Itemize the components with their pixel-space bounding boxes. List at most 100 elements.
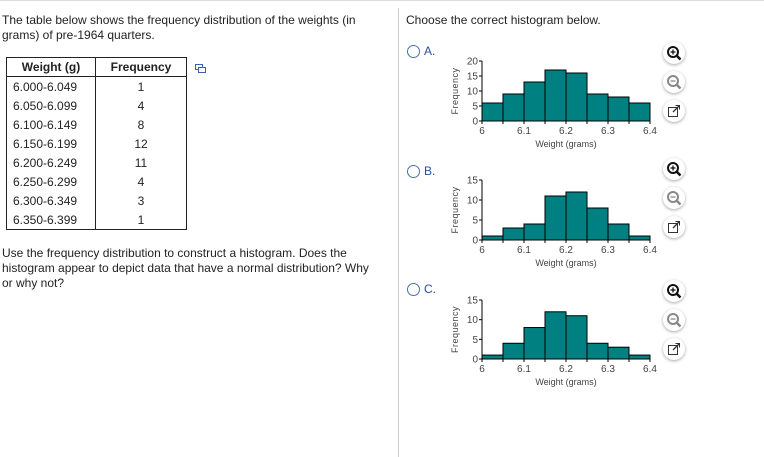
x-tick-label: 6.1 [517,245,531,256]
histogram-bar [628,354,651,360]
frequency-cell: 4 [137,174,145,189]
zoom-out-icon [667,75,682,90]
histogram-bar [481,102,504,122]
x-tick-label: 6 [479,364,485,375]
histogram-bar [607,96,630,122]
zoom-in-button[interactable] [663,42,685,64]
y-tick-label: 5 [472,102,478,113]
y-tick-label: 15 [467,72,479,83]
table-row: 6.200-6.249 11 [6,153,187,172]
x-tick-label: 6.3 [601,126,615,137]
weight-cell: 6.050-6.099 [6,96,96,115]
zoom-in-icon [667,46,682,61]
radio-button[interactable] [407,283,420,296]
histogram-bar [523,223,546,241]
radio-button[interactable] [407,165,420,178]
copy-table-icon[interactable] [195,60,206,73]
weight-cell: 6.300-6.349 [6,191,96,210]
y-axis-label: Frequency [450,306,460,353]
x-tick-label: 6.4 [643,364,657,375]
y-tick-label: 5 [472,335,478,346]
x-tick-label: 6 [479,126,485,137]
zoom-out-button[interactable] [663,71,685,93]
frequency-cell: 1 [137,212,145,227]
weight-cell: 6.150-6.199 [6,134,96,153]
option-label: B. [424,164,436,178]
frequency-cell: 1 [137,79,145,94]
y-tick-label: 0 [472,355,478,366]
weight-cell: 6.100-6.149 [6,115,96,134]
x-tick-label: 6.1 [517,364,531,375]
frequency-cell: 11 [134,155,148,170]
histogram-bar [523,327,546,360]
histogram-bar [565,72,588,122]
x-tick-label: 6 [479,245,485,256]
question-text: Use the frequency distribution to constr… [2,246,369,290]
y-tick-label: 0 [472,117,478,128]
frequency-table: Weight (g) Frequency 6.000-6.049 1 6.050-6… [6,57,187,230]
x-tick-label: 6.3 [601,245,615,256]
zoom-out-button[interactable] [663,309,685,331]
popout-button[interactable] [663,216,685,238]
y-tick-label: 5 [472,216,478,227]
x-tick-label: 6.2 [559,364,573,375]
zoom-out-icon [667,313,682,328]
frequency-cell: 3 [137,193,145,208]
option-label: C. [424,282,436,296]
weight-cell: 6.200-6.249 [6,153,96,172]
popout-button[interactable] [663,100,685,122]
y-tick-label: 15 [467,176,479,187]
header-weight: Weight (g) [6,57,96,77]
y-tick-label: 0 [472,236,478,247]
header-frequency: Frequency [95,57,187,77]
y-tick-label: 20 [467,57,479,68]
zoom-in-icon [667,284,682,299]
frequency-cell: 12 [134,136,148,151]
top-border [0,0,764,1]
x-tick-label: 6.3 [601,364,615,375]
zoom-in-button[interactable] [663,158,685,180]
popout-icon [668,343,680,355]
radio-button[interactable] [407,45,420,58]
histogram-bar [607,346,630,360]
table-row: 6.100-6.149 8 [6,115,187,134]
weight-cell: 6.250-6.299 [6,172,96,191]
weight-cell: 6.350-6.399 [6,210,96,230]
histogram-bar [481,235,504,241]
histogram-bar [544,311,567,360]
popout-icon [668,221,680,233]
table-row: 6.000-6.049 1 [6,76,187,96]
histogram-bar [502,342,525,360]
table-row: 6.250-6.299 4 [6,172,187,191]
zoom-in-icon [667,162,682,177]
histogram-bar [502,227,525,241]
frequency-cell: 8 [137,117,145,132]
histogram-bar [607,223,630,241]
x-tick-label: 6.1 [517,126,531,137]
zoom-in-button[interactable] [663,280,685,302]
histogram-bar [586,342,609,360]
histogram-bar [544,195,567,241]
x-tick-label: 6.2 [559,126,573,137]
x-tick-label: 6.4 [643,245,657,256]
x-axis-label: Weight (grams) [535,258,596,268]
popout-button[interactable] [663,338,685,360]
histogram-bar [481,354,504,360]
x-axis-label: Weight (grams) [535,139,596,149]
y-axis-label: Frequency [450,67,460,114]
zoom-out-button[interactable] [663,187,685,209]
choose-prompt: Choose the correct histogram below. [406,13,601,27]
histogram-bar [565,315,588,360]
table-row: 6.150-6.199 12 [6,134,187,153]
y-tick-label: 10 [467,87,479,98]
intro-text: The table below shows the frequency dist… [2,13,356,42]
histogram-bar [544,69,567,122]
histogram-bar [586,93,609,122]
panel-divider [398,8,399,457]
histogram-bar [502,93,525,122]
y-tick-label: 15 [467,296,479,307]
table-row: 6.050-6.099 4 [6,96,187,115]
histogram-bar [523,81,546,122]
y-tick-label: 10 [467,315,479,326]
frequency-cell: 4 [137,98,145,113]
